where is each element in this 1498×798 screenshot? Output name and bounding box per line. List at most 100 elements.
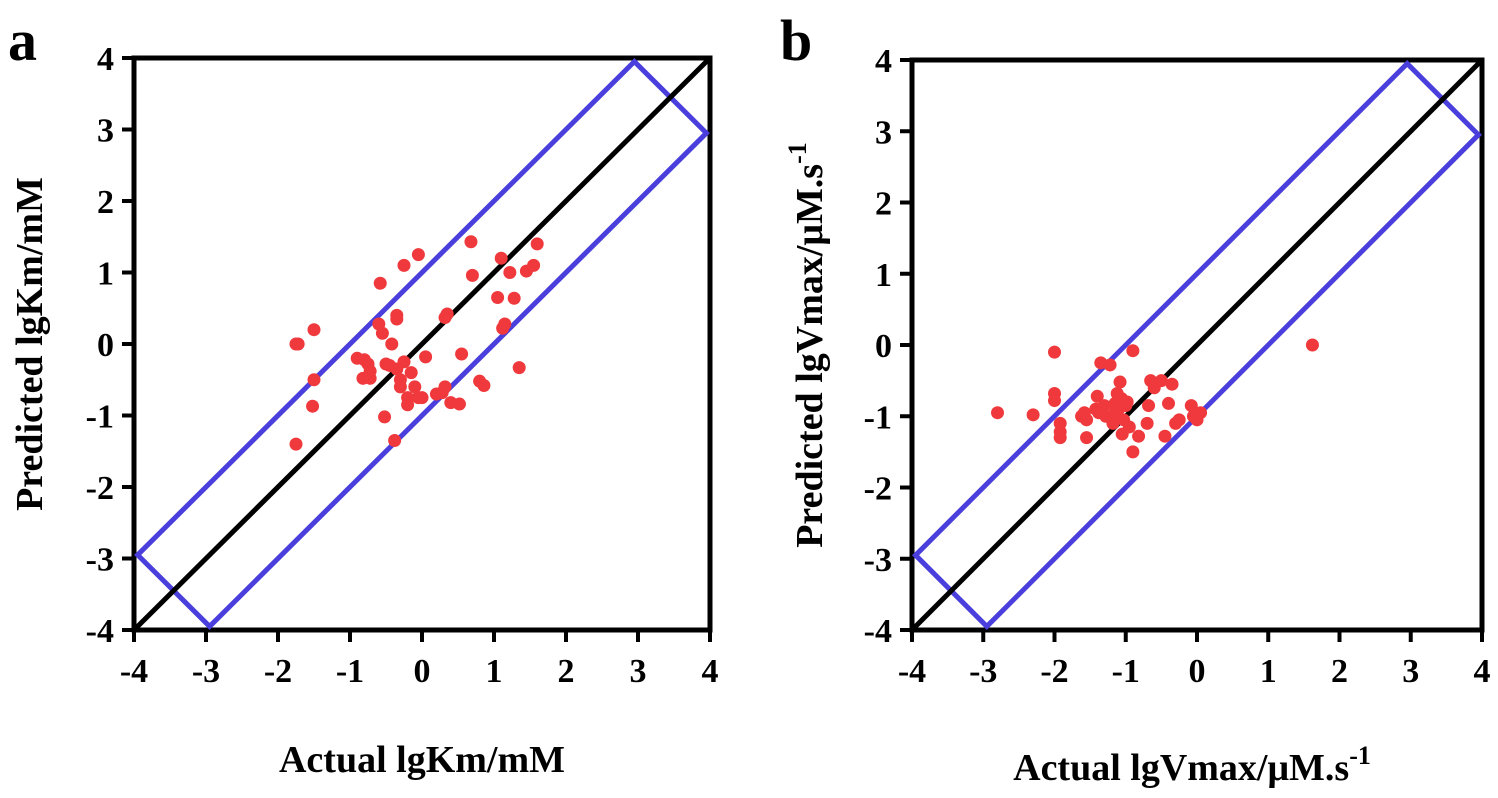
- panel-b-y-tick-label: 4: [875, 43, 892, 80]
- panel-a-data-point: [465, 268, 479, 282]
- panel-b-data-point: [1142, 399, 1156, 413]
- panel-a-data-point: [494, 251, 508, 265]
- panel-b-x-tick-label: 2: [1331, 653, 1348, 690]
- panel-a-data-point: [415, 391, 429, 405]
- panel-b-data-point: [1090, 389, 1104, 403]
- panel-a-x-tick-label: 4: [702, 653, 719, 690]
- panel-a-y-tick-label: 1: [97, 256, 114, 293]
- panel-a-data-point: [491, 291, 505, 305]
- panel-a-data-point: [503, 266, 517, 279]
- panel-b-data-point: [1162, 396, 1175, 410]
- panel-a-x-tick-label: -2: [264, 653, 292, 690]
- panel-a-data-point: [291, 337, 305, 351]
- panel-b-x-tick-label: -1: [1112, 653, 1140, 690]
- panel-b-data-point: [1048, 394, 1061, 408]
- panel-b-x-tick-label: -2: [1040, 653, 1068, 690]
- panel-a-x-tick-label: 3: [630, 653, 647, 690]
- panel-a-data-point: [390, 312, 404, 326]
- panel-a-data-point: [498, 317, 512, 331]
- panel-a-y-tick-label: -2: [86, 470, 114, 507]
- panel-a-data-point: [530, 237, 544, 251]
- panel-b-data-point: [1126, 445, 1140, 459]
- panel-b-data-point: [1194, 406, 1208, 420]
- panel-b-data-point: [991, 406, 1004, 420]
- panel-a-data-point: [289, 437, 303, 451]
- panel-b-y-tick-label: -2: [864, 471, 892, 508]
- panel-b-data-point: [1026, 408, 1040, 422]
- panel-a-data-point: [373, 276, 387, 290]
- panel-a-data-point: [507, 291, 521, 305]
- panel-b-data-point: [1165, 377, 1179, 391]
- panel-a-data-point: [393, 380, 407, 394]
- panel-b-data-point: [1080, 413, 1094, 427]
- panel-a-data-point: [307, 373, 321, 387]
- panel-b-data-point: [1305, 338, 1319, 352]
- panel-b-y-axis-label-sup: -1: [783, 142, 812, 164]
- panel-a-data-point: [397, 355, 411, 369]
- chart-panel-a: -4 -3 -2 -1 0 1 2 3 4 -4 -3 -2 -1 0 1 2 3 4 Actual lgKm/mM…: [9, 41, 719, 781]
- panel-a-y-axis-label: Predicted lgKm/mM: [9, 177, 51, 511]
- panel-b-y-axis-label: Predicted lgVmax/μM.s-1: [783, 142, 831, 548]
- panel-a-data-point: [438, 311, 452, 325]
- panel-a-x-tick-label: -4: [120, 653, 148, 690]
- panel-a-data-point: [411, 248, 425, 262]
- panel-b-x-tick-label: 4: [1474, 653, 1491, 690]
- panel-b-identity-line: [910, 58, 1484, 632]
- panel-b-tolerance-band: [912, 60, 1482, 630]
- panel-a-x-tick-label: 1: [486, 653, 503, 690]
- panel-b-data-point: [1115, 427, 1129, 441]
- panel-b-x-axis-label-sup: -1: [1349, 741, 1371, 770]
- panel-a-data-point: [464, 235, 478, 249]
- panel-a-y-tick-label: -1: [86, 399, 114, 436]
- panel-a-data-point: [397, 258, 411, 272]
- panel-a-y-tick-label: 0: [97, 327, 114, 364]
- panel-b-data-point: [1097, 399, 1111, 413]
- panel-b-x-tick-label: 1: [1260, 653, 1277, 690]
- panel-a-data-point: [307, 323, 321, 337]
- panel-a-data-point: [378, 410, 392, 424]
- panel-a-data-point: [455, 347, 469, 361]
- panel-a-x-tick-label: 0: [414, 653, 431, 690]
- panel-b-data-point: [1053, 431, 1067, 445]
- panel-b-x-axis-label: Actual lgVmax/μM.s-1: [1013, 741, 1371, 789]
- panel-a-data-point: [306, 399, 320, 413]
- panel-a-data-point: [385, 337, 399, 351]
- panel-b-y-tick-label: -1: [864, 399, 892, 436]
- panel-a-y-tick-label: -4: [86, 613, 114, 650]
- panel-a-data-point: [512, 361, 526, 375]
- panel-b-letter: b: [780, 8, 812, 73]
- panel-b-x-tick-label: -3: [969, 653, 997, 690]
- panel-b-x-tick-label: -4: [898, 653, 926, 690]
- panel-a-data-point: [438, 380, 452, 394]
- panel-b-data-point: [1154, 374, 1168, 388]
- panel-b-data-point: [1140, 416, 1154, 430]
- panel-a-data-point: [404, 366, 418, 380]
- panel-b-x-tick-label: 3: [1402, 653, 1419, 690]
- panel-b-y-tick-label: 1: [875, 257, 892, 294]
- panel-a-data-point: [419, 350, 433, 364]
- panel-b-data-point: [1158, 429, 1172, 443]
- panel-a-data-point: [477, 378, 491, 392]
- panel-b-y-tick-label: 0: [875, 328, 892, 365]
- panel-a-x-tick-label: -1: [336, 653, 364, 690]
- panel-a-data-point: [401, 398, 415, 412]
- panel-b-data-point: [1126, 344, 1140, 358]
- panel-b-y-tick-label: -3: [864, 542, 892, 579]
- panel-a-data-point: [452, 397, 466, 411]
- panel-a-x-tick-label: 2: [558, 653, 575, 690]
- panel-b-data-point: [1120, 395, 1134, 409]
- panel-a-x-axis-label: Actual lgKm/mM: [279, 739, 565, 781]
- panel-b-data-point: [1103, 358, 1117, 372]
- panel-a-data-point: [375, 326, 389, 340]
- panel-b-data-point: [1080, 431, 1094, 445]
- panel-a-letter: a: [8, 8, 37, 73]
- panel-a-data-point: [527, 258, 541, 272]
- panel-b-data-point: [1184, 399, 1198, 413]
- panel-b-x-tick-label: 0: [1189, 653, 1206, 690]
- panel-a-data-point: [408, 380, 422, 394]
- panel-a-tolerance-band: [134, 58, 710, 630]
- panel-b-data-point: [1113, 375, 1127, 389]
- panel-a-y-tick-label: 4: [97, 41, 114, 78]
- panel-b-data-point: [1172, 413, 1186, 427]
